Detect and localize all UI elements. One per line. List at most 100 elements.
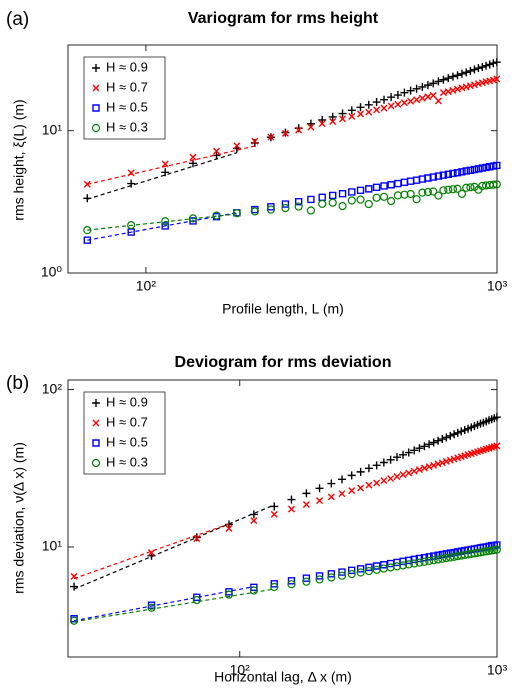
legend-marker [92, 439, 100, 447]
point [457, 427, 466, 436]
point [365, 108, 373, 116]
point [364, 464, 373, 473]
point [420, 557, 429, 566]
point [373, 479, 381, 487]
point [434, 172, 443, 180]
point [318, 193, 326, 202]
point [478, 63, 487, 72]
point [467, 549, 476, 558]
point [281, 129, 289, 137]
point [429, 173, 437, 181]
point [406, 177, 415, 185]
point [462, 83, 470, 91]
point [387, 475, 395, 483]
plot-frame [67, 44, 498, 274]
point [357, 110, 365, 118]
point [412, 195, 421, 204]
point [270, 502, 279, 511]
fit-line [87, 152, 238, 200]
point [327, 479, 336, 488]
legend-marker [92, 419, 100, 427]
point [372, 98, 381, 107]
point [392, 562, 402, 571]
point [148, 549, 156, 557]
point [364, 100, 373, 109]
point [415, 466, 423, 474]
point [307, 123, 315, 131]
point [433, 555, 443, 564]
point [318, 115, 327, 124]
point [189, 153, 197, 161]
point [372, 193, 381, 202]
legend-label: H ≈ 0.5 [106, 99, 148, 114]
point [399, 450, 408, 459]
point [372, 461, 381, 470]
point [294, 124, 303, 133]
point [192, 595, 201, 605]
point [398, 561, 408, 570]
legend-label: H ≈ 0.3 [106, 119, 148, 134]
point [302, 489, 311, 498]
point [380, 182, 388, 190]
point [365, 481, 373, 489]
point [127, 179, 136, 188]
fit-line [87, 145, 255, 185]
point [404, 560, 413, 569]
point [380, 104, 388, 112]
point [406, 86, 415, 95]
point [387, 197, 396, 206]
point [457, 69, 466, 78]
point [454, 85, 461, 93]
point [348, 188, 356, 196]
point [412, 84, 421, 93]
point [338, 109, 347, 118]
point [393, 473, 401, 481]
point [83, 226, 92, 235]
point [328, 112, 337, 121]
point [453, 71, 462, 80]
point [380, 95, 389, 104]
point [394, 179, 402, 188]
point [347, 196, 356, 205]
point [462, 68, 471, 77]
legend-label: H ≈ 0.9 [106, 394, 148, 409]
point [400, 99, 408, 107]
point [429, 438, 438, 447]
point [338, 189, 347, 198]
point [424, 174, 432, 182]
point [161, 160, 169, 168]
panel-label: (b) [6, 373, 29, 394]
point [287, 580, 296, 589]
y-tick-label: 10¹ [42, 121, 63, 137]
point [393, 453, 402, 462]
point [250, 517, 258, 525]
point [70, 582, 79, 591]
point [410, 467, 418, 475]
point [270, 510, 278, 518]
point [387, 181, 395, 189]
fit-line [87, 212, 237, 241]
point [224, 590, 234, 599]
point [329, 191, 337, 200]
point [406, 189, 415, 199]
point [399, 471, 407, 479]
point [161, 168, 170, 177]
point [307, 195, 315, 204]
x-tick-label: 10² [136, 278, 157, 294]
point [161, 217, 170, 226]
point [434, 97, 442, 105]
point [379, 458, 388, 467]
point [418, 188, 427, 197]
point [192, 533, 201, 542]
point [423, 81, 432, 90]
fit-line [73, 523, 230, 580]
point [302, 501, 310, 509]
x-axis-label: Profile length, L (m) [222, 301, 344, 317]
point [489, 59, 498, 68]
legend-marker [92, 399, 100, 407]
point [287, 495, 296, 504]
point [69, 616, 79, 625]
point [448, 72, 457, 81]
point [364, 566, 374, 576]
point [424, 93, 432, 101]
